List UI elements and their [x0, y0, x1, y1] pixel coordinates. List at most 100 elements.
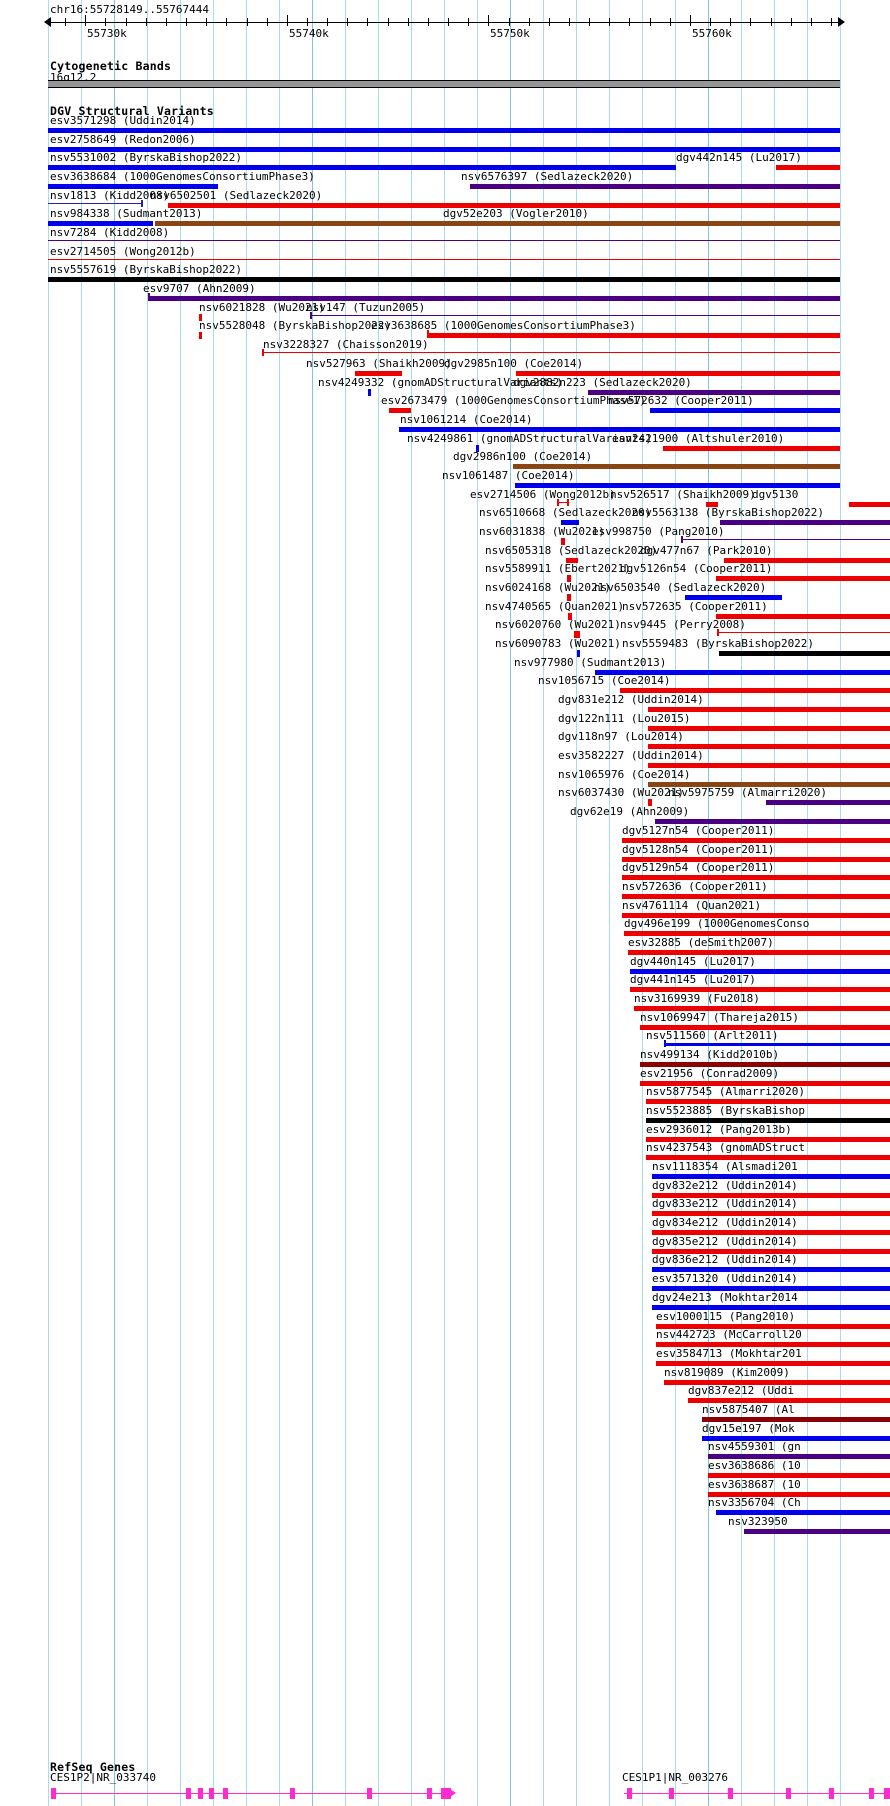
variant-bar[interactable]: [646, 1118, 890, 1123]
variant-label[interactable]: dgv441n145 (Lu2017): [630, 973, 756, 986]
variant-label[interactable]: dgv833e212 (Uddin2014): [652, 1197, 798, 1210]
gene-exon[interactable]: [209, 1788, 214, 1799]
variant-label[interactable]: nsv3169939 (Fu2018): [634, 992, 760, 1005]
variant-label[interactable]: nsv511560 (Arlt2011): [646, 1029, 779, 1042]
variant-bar[interactable]: [389, 408, 411, 413]
variant-bar[interactable]: [646, 1099, 890, 1104]
variant-bar[interactable]: [624, 931, 890, 936]
variant-bar[interactable]: [622, 838, 890, 843]
gene-exon[interactable]: [441, 1788, 446, 1799]
variant-label[interactable]: esv9707 (Ahn2009): [143, 282, 256, 295]
variant-bar[interactable]: [648, 726, 890, 731]
variant-bar[interactable]: [652, 1249, 890, 1254]
variant-label[interactable]: dgv5127n54 (Cooper2011): [622, 824, 775, 837]
gene-exon[interactable]: [728, 1788, 733, 1799]
variant-bar[interactable]: [567, 575, 571, 582]
variant-bar[interactable]: [652, 1267, 890, 1272]
variant-label[interactable]: esv3584713 (Mokhtar201: [656, 1347, 802, 1360]
variant-label[interactable]: nsv4740565 (Quan2021): [485, 600, 625, 613]
gene-exon[interactable]: [367, 1788, 372, 1799]
cytoband-bar[interactable]: [48, 80, 840, 88]
variant-label[interactable]: nsv5875407 (Al: [702, 1403, 795, 1416]
gene-label[interactable]: CES1P1|NR_003276: [622, 1771, 728, 1784]
variant-label[interactable]: nsv6502501 (Sedlazeck2020): [150, 189, 323, 202]
variant-label[interactable]: dgv24e213 (Mokhtar2014: [652, 1291, 798, 1304]
variant-label[interactable]: nsv499134 (Kidd2010b): [640, 1048, 780, 1061]
variant-label[interactable]: dgv832e212 (Uddin2014): [652, 1179, 798, 1192]
variant-bar[interactable]: [622, 913, 890, 918]
variant-bar[interactable]: [652, 1230, 890, 1235]
variant-label[interactable]: nsv5589911 (Ebert2021): [485, 562, 631, 575]
variant-label[interactable]: dgv440n145 (Lu2017): [630, 955, 756, 968]
variant-bar[interactable]: [622, 857, 890, 862]
variant-bar[interactable]: [655, 819, 890, 824]
variant-bar[interactable]: [155, 221, 840, 226]
variant-bar[interactable]: [648, 799, 652, 806]
variant-label[interactable]: dgv837e212 (Uddi: [688, 1384, 794, 1397]
variant-label[interactable]: nsv572632 (Cooper2011): [608, 394, 754, 407]
variant-label[interactable]: dgv496e199 (1000GenomesConso: [624, 917, 810, 930]
variant-label[interactable]: esv2673479 (1000GenomesConsortiumPhase1): [381, 394, 646, 407]
variant-label[interactable]: nsv7284 (Kidd2008): [50, 226, 170, 239]
variant-bar[interactable]: [656, 1324, 890, 1329]
variant-label[interactable]: dgv52e203 (Vogler2010): [443, 207, 589, 220]
variant-label[interactable]: dgv834e212 (Uddin2014): [652, 1216, 798, 1229]
variant-bar[interactable]: [48, 277, 840, 282]
gene-exon[interactable]: [884, 1788, 890, 1799]
variant-label[interactable]: esv2421900 (Altshuler2010): [612, 432, 785, 445]
variant-bar[interactable]: [646, 1155, 890, 1160]
gene-exon[interactable]: [186, 1788, 191, 1799]
variant-label[interactable]: nsv3356704 (Ch: [708, 1496, 801, 1509]
variant-label[interactable]: nsv977980 (Sudmant2013): [514, 656, 667, 669]
variant-label[interactable]: nsv5523885 (ByrskaBishop: [646, 1104, 805, 1117]
variant-label[interactable]: nsv984338 (Sudmant2013): [50, 207, 203, 220]
variant-label[interactable]: nsv572635 (Cooper2011): [622, 600, 768, 613]
variant-bar[interactable]: [48, 165, 676, 170]
variant-label[interactable]: esv3638686 (10: [708, 1459, 801, 1472]
genome-ruler[interactable]: chr16:55728149..55767444 55730k 55740k 557…: [0, 0, 890, 50]
variant-bar[interactable]: [681, 539, 890, 540]
variant-label[interactable]: dgv5126n54 (Cooper2011): [620, 562, 773, 575]
variant-label[interactable]: esv3571298 (Uddin2014): [50, 114, 196, 127]
variant-bar[interactable]: [622, 894, 890, 899]
variant-bar[interactable]: [717, 632, 890, 633]
variant-label[interactable]: nsv147 (Tuzun2005): [306, 301, 426, 314]
variant-bar[interactable]: [720, 520, 890, 525]
variant-label[interactable]: nsv1118354 (Alsmadi201: [652, 1160, 798, 1173]
variant-label[interactable]: dgv477n67 (Park2010): [640, 544, 773, 557]
variant-label[interactable]: esv3638684 (1000GenomesConsortiumPhase3): [50, 170, 315, 183]
variant-label[interactable]: dgv118n97 (Lou2014): [558, 730, 684, 743]
variant-bar[interactable]: [716, 614, 890, 619]
variant-bar[interactable]: [646, 1137, 890, 1142]
ruler-left-arrow-icon[interactable]: [44, 17, 51, 27]
variant-bar[interactable]: [706, 502, 718, 507]
variant-bar[interactable]: [640, 1081, 890, 1086]
variant-label[interactable]: dgv5130: [752, 488, 799, 501]
variant-bar[interactable]: [620, 688, 890, 693]
variant-label[interactable]: nsv4559301 (gn: [708, 1440, 801, 1453]
variant-label[interactable]: nsv1813 (Kidd2008): [50, 189, 170, 202]
variant-bar[interactable]: [622, 875, 890, 880]
gene-exon[interactable]: [869, 1788, 874, 1799]
variant-bar[interactable]: [664, 1380, 890, 1385]
variant-label[interactable]: dgv2882n223 (Sedlazeck2020): [513, 376, 692, 389]
variant-label[interactable]: nsv5557619 (ByrskaBishop2022): [50, 263, 243, 276]
variant-bar[interactable]: [561, 538, 565, 545]
variant-bar[interactable]: [708, 1492, 890, 1497]
variant-bar[interactable]: [648, 763, 890, 768]
variant-label[interactable]: nsv6576397 (Sedlazeck2020): [461, 170, 634, 183]
gene-exon[interactable]: [669, 1788, 674, 1799]
variant-label[interactable]: nsv442723 (McCarroll20: [656, 1328, 802, 1341]
variant-label[interactable]: nsv6510668 (Sedlazeck2020): [479, 506, 652, 519]
gene-exon[interactable]: [829, 1788, 834, 1799]
variant-label[interactable]: dgv122n111 (Lou2015): [558, 712, 691, 725]
variant-bar[interactable]: [744, 1529, 890, 1534]
variant-bar[interactable]: [566, 558, 578, 563]
gene-exon[interactable]: [444, 1788, 451, 1799]
variant-label[interactable]: nsv6090783 (Wu2021): [495, 637, 621, 650]
variant-label[interactable]: dgv836e212 (Uddin2014): [652, 1253, 798, 1266]
variant-label[interactable]: dgv15e197 (Mok: [702, 1422, 795, 1435]
variant-bar[interactable]: [199, 332, 202, 339]
variant-bar[interactable]: [630, 969, 890, 974]
gene-exon[interactable]: [427, 1788, 432, 1799]
